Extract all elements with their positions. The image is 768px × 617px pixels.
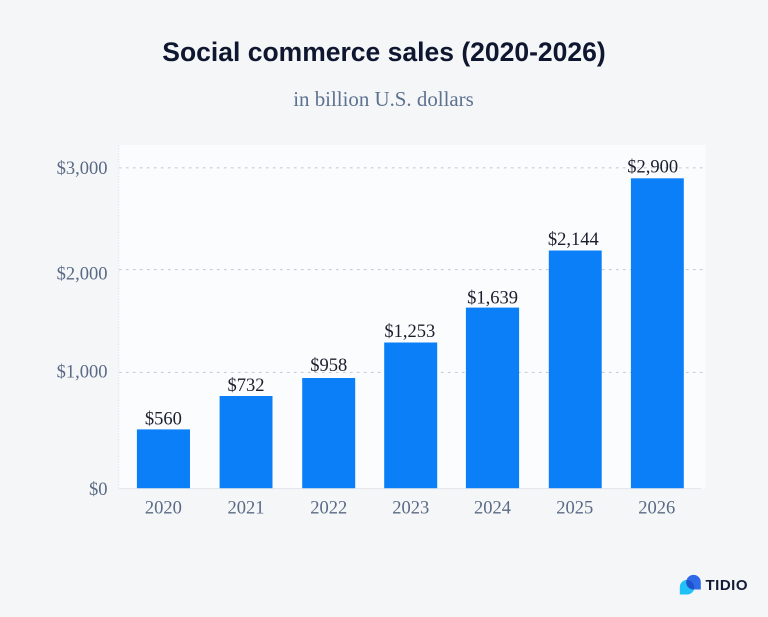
svg-text:2020: 2020	[145, 499, 182, 519]
svg-text:$1,639: $1,639	[467, 289, 518, 309]
svg-text:Social commerce sales (2020-20: Social commerce sales (2020-2026)	[162, 37, 605, 67]
svg-text:TIDIO: TIDIO	[706, 577, 749, 594]
svg-text:2024: 2024	[474, 499, 511, 519]
svg-text:$1,253: $1,253	[384, 322, 435, 342]
svg-text:$2,900: $2,900	[627, 157, 678, 177]
svg-text:2026: 2026	[638, 499, 675, 519]
svg-text:$3,000: $3,000	[57, 159, 108, 179]
svg-text:$732: $732	[228, 376, 265, 396]
svg-text:$958: $958	[310, 356, 347, 376]
svg-text:2025: 2025	[556, 499, 593, 519]
svg-text:$2,144: $2,144	[548, 230, 599, 250]
svg-text:$1,000: $1,000	[57, 362, 108, 382]
svg-text:2023: 2023	[392, 499, 429, 519]
svg-text:in billion U.S. dollars: in billion U.S. dollars	[293, 87, 473, 111]
svg-text:$560: $560	[145, 410, 182, 430]
svg-text:2022: 2022	[310, 499, 347, 519]
svg-text:2021: 2021	[228, 499, 265, 519]
svg-text:$2,000: $2,000	[57, 265, 108, 285]
svg-text:$0: $0	[89, 480, 108, 500]
